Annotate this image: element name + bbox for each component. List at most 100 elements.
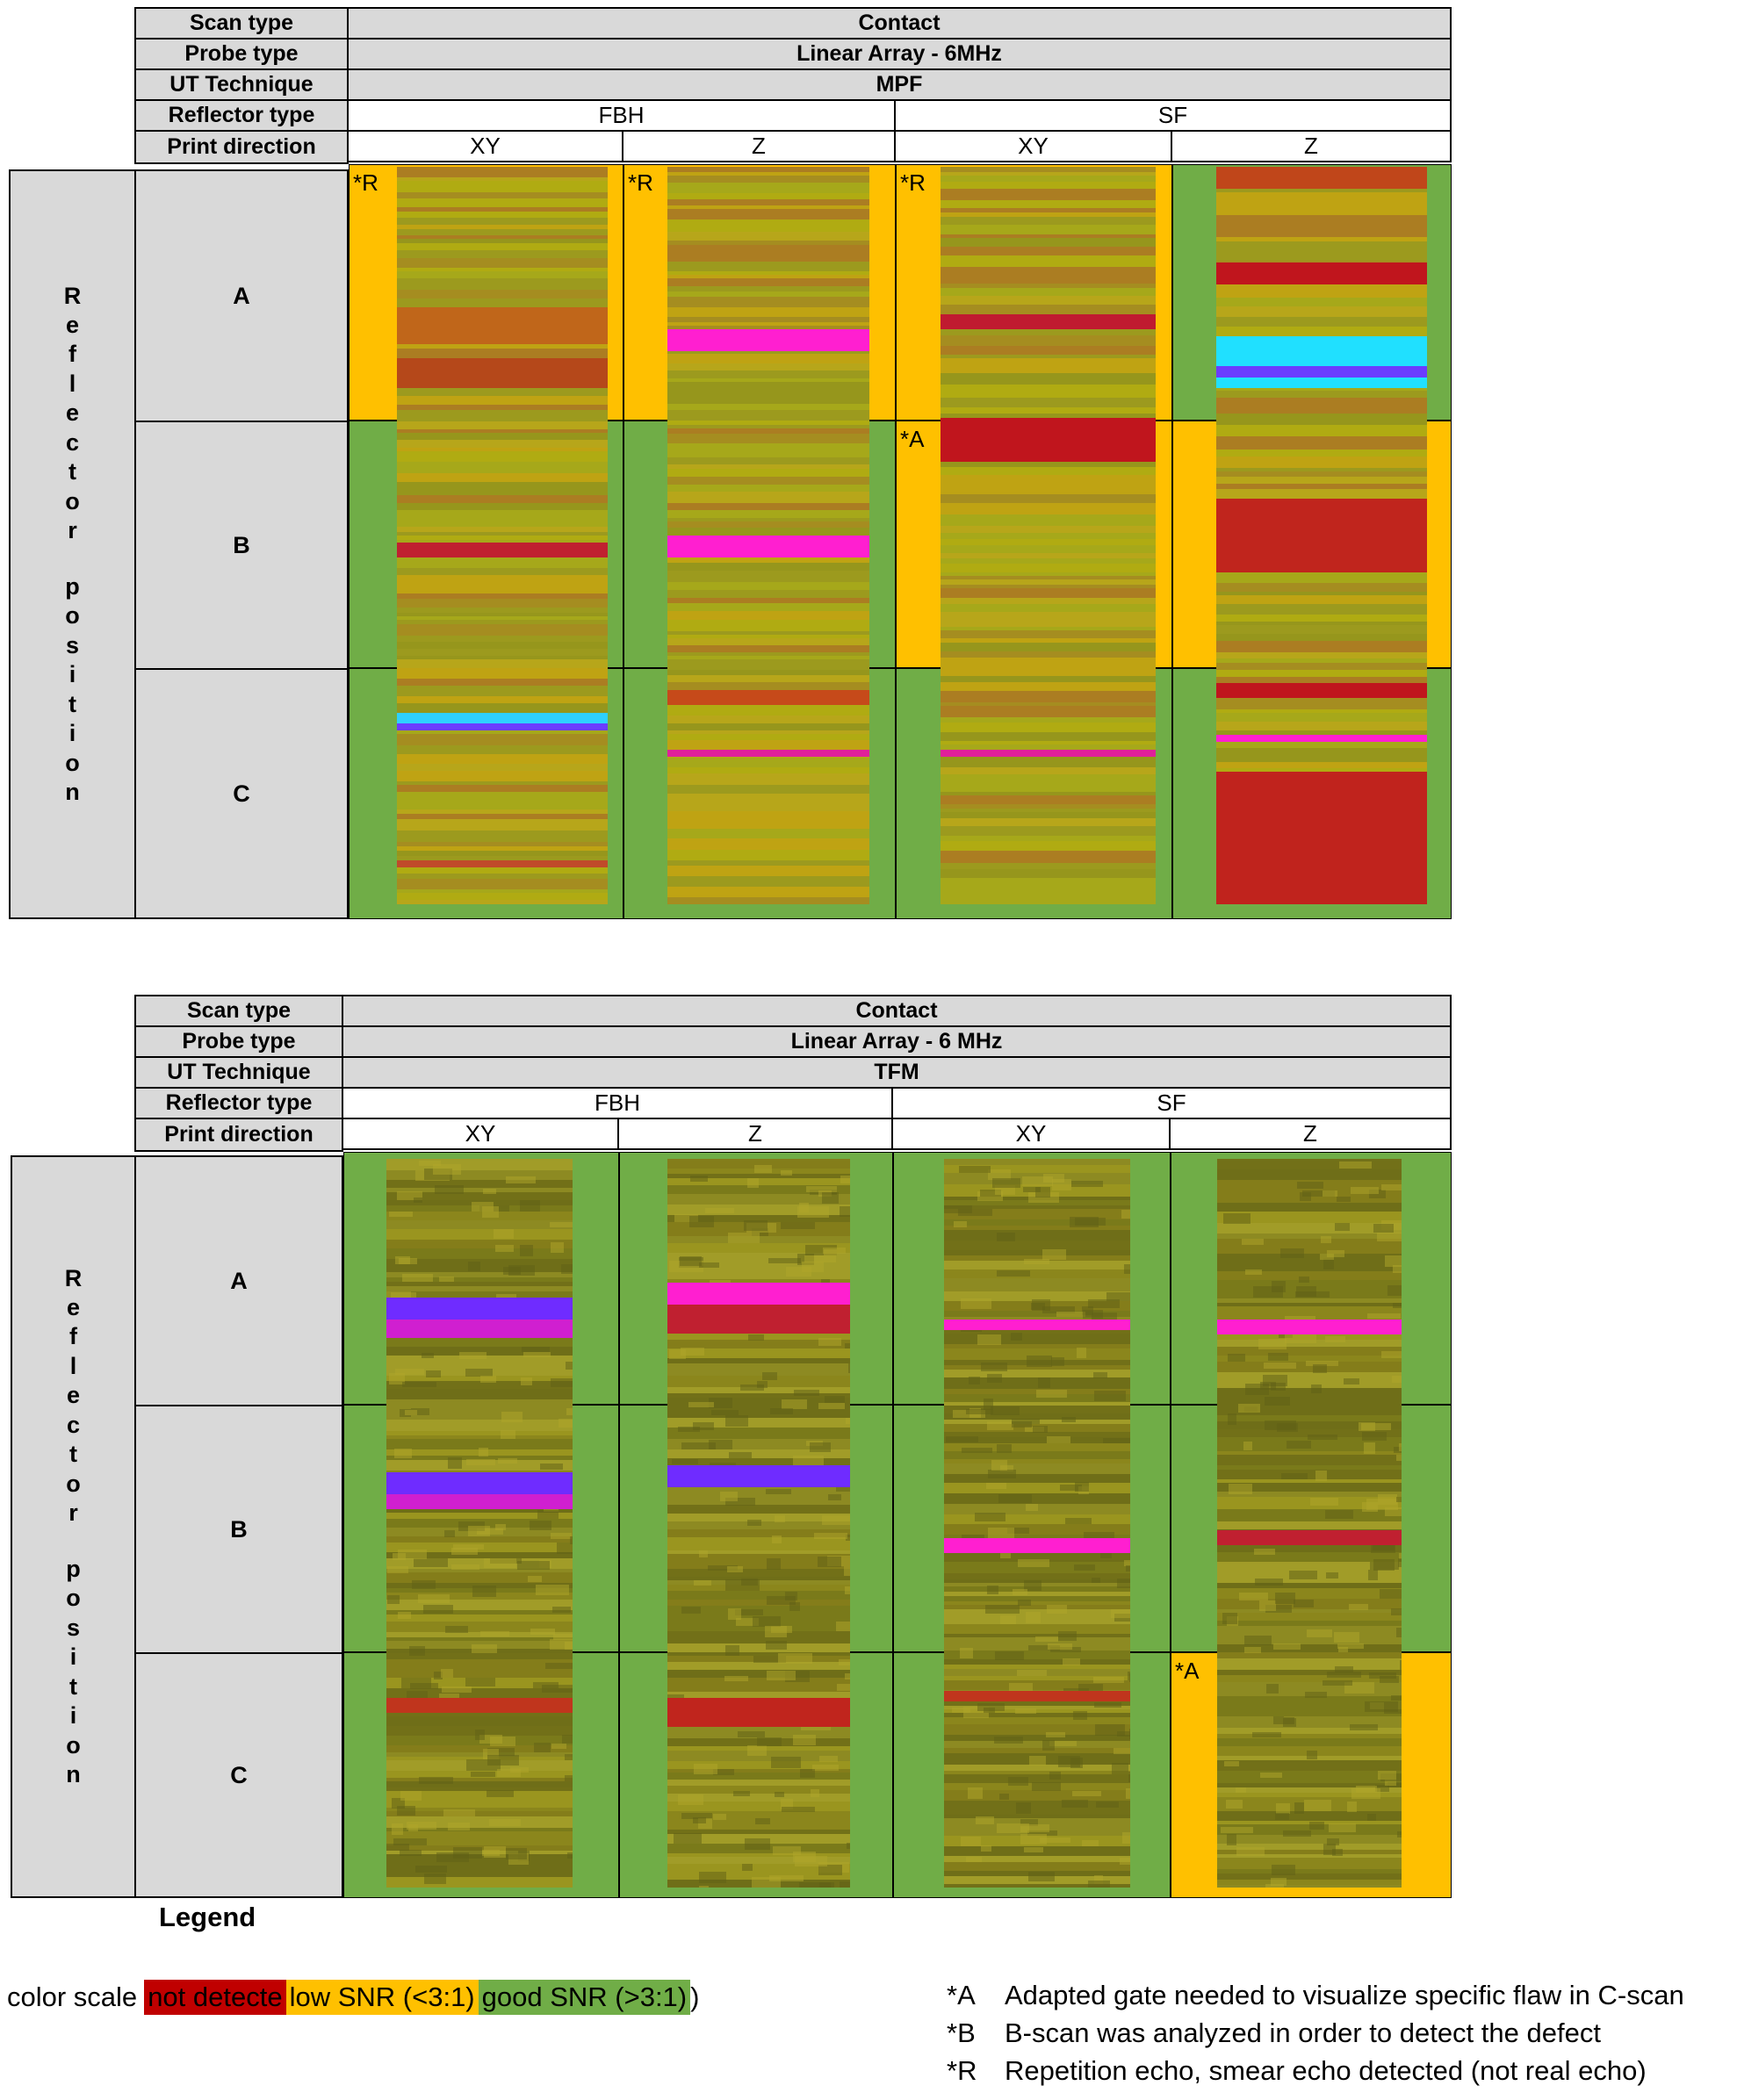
scan-indication-band	[667, 329, 869, 351]
scan-texture-speckle	[487, 1748, 515, 1756]
scan-texture-speckle	[999, 1794, 1009, 1800]
scan-texture-band	[397, 448, 608, 451]
scan-texture-speckle	[1281, 1473, 1308, 1479]
scan-texture-speckle	[1077, 1348, 1086, 1358]
scan-texture-speckle	[1022, 1176, 1053, 1186]
scan-texture-band	[397, 510, 608, 520]
scan-texture-speckle	[1397, 1831, 1430, 1838]
color-scale-prefix: color scale	[7, 1981, 138, 2012]
scan-texture-band	[667, 382, 869, 388]
scan-texture-speckle	[781, 1222, 815, 1229]
scan-texture-speckle	[818, 1338, 841, 1346]
scan-texture-speckle	[960, 1648, 973, 1658]
direction-fbh-z: Z	[619, 1118, 893, 1150]
scan-texture-band	[386, 1286, 573, 1291]
scan-texture-speckle	[728, 1608, 741, 1620]
scan-texture-band	[397, 703, 608, 713]
scan-texture-band	[941, 514, 1156, 526]
scan-texture-band	[944, 1659, 1130, 1665]
scan-texture-band	[386, 1248, 573, 1259]
scan-texture-band	[397, 167, 608, 177]
scan-texture-band	[1217, 1437, 1402, 1443]
side-letter: n	[66, 1761, 81, 1788]
scan-texture-speckle	[521, 1377, 532, 1385]
scan-texture-speckle	[1124, 1264, 1155, 1274]
scan-texture-band	[941, 494, 1156, 503]
scan-texture-band	[667, 723, 869, 730]
scan-texture-band	[941, 398, 1156, 407]
scan-texture-speckle	[503, 1267, 521, 1275]
scan-texture-band	[667, 428, 869, 434]
scan-texture-speckle	[1266, 1684, 1279, 1694]
scan-texture-band	[1216, 215, 1427, 220]
scan-texture-speckle	[1106, 1292, 1130, 1301]
scan-texture-band	[1216, 709, 1427, 713]
scan-texture-band	[941, 200, 1156, 208]
scan-texture-band	[941, 859, 1156, 863]
scan-texture-speckle	[1117, 1579, 1136, 1588]
scan-texture-speckle	[1011, 1333, 1022, 1341]
scan-texture-speckle	[975, 1513, 1005, 1521]
scan-indication-band	[397, 307, 608, 344]
scan-texture-speckle	[1396, 1628, 1413, 1637]
scan-texture-speckle	[475, 1730, 485, 1740]
scan-texture-band	[1216, 436, 1427, 440]
scan-texture-band	[941, 651, 1156, 658]
scan-texture-band	[944, 1856, 1130, 1862]
scan-texture-band	[944, 1370, 1130, 1377]
scan-texture-band	[944, 1394, 1130, 1402]
scan-texture-speckle	[1049, 1741, 1077, 1746]
scan-texture-band	[386, 1376, 573, 1381]
scan-texture-speckle	[769, 1875, 804, 1881]
scan-texture-band	[397, 278, 608, 290]
scan-texture-band	[941, 845, 1156, 851]
scan-texture-band	[944, 1250, 1130, 1255]
scan-texture-band	[944, 1443, 1130, 1451]
scan-texture-speckle	[542, 1685, 573, 1693]
scan-indication-band	[941, 750, 1156, 757]
scan-texture-band	[397, 893, 608, 900]
scan-texture-speckle	[944, 1205, 972, 1213]
scan-texture-band	[667, 1215, 850, 1222]
scan-texture-speckle	[1096, 1802, 1119, 1808]
scan-texture-speckle	[1259, 1600, 1276, 1611]
scan-texture-band	[1217, 1696, 1402, 1705]
scan-texture-speckle	[1338, 1647, 1348, 1652]
scan-texture-speckle	[1337, 1197, 1351, 1202]
scan-texture-band	[397, 440, 608, 448]
scan-texture-band	[667, 1853, 850, 1857]
scan-texture-band	[944, 1311, 1130, 1317]
scan-texture-band	[397, 410, 608, 421]
side-letter: p	[65, 572, 80, 600]
scan-texture-speckle	[966, 1409, 993, 1414]
scan-texture-speckle	[1373, 1224, 1394, 1233]
scan-texture-speckle	[1373, 1559, 1395, 1571]
scan-texture-speckle	[472, 1586, 496, 1597]
scan-texture-speckle	[1032, 1782, 1061, 1791]
scan-texture-band	[397, 686, 608, 696]
scan-texture-speckle	[1038, 1377, 1050, 1388]
scan-texture-band	[667, 1393, 850, 1398]
side-label-reflector-position: R e f l e c t o r p o s i t i o n	[9, 169, 136, 919]
scan-image	[944, 1159, 1155, 1894]
scan-texture-speckle	[818, 1865, 842, 1875]
scan-texture-band	[667, 521, 869, 528]
side-letter: e	[66, 1382, 81, 1409]
scan-texture-band	[386, 1536, 573, 1543]
scan-type-value: Contact	[349, 7, 1452, 40]
scan-texture-band	[1216, 634, 1427, 641]
scan-texture-speckle	[802, 1262, 824, 1272]
scan-texture-speckle	[1327, 1672, 1361, 1678]
scan-texture-speckle	[1297, 1182, 1323, 1189]
scan-texture-band	[397, 218, 608, 225]
scan-texture-band	[1217, 1298, 1402, 1303]
scan-texture-band	[944, 1344, 1130, 1348]
scan-texture-band	[1217, 1869, 1402, 1873]
scan-texture-speckle	[1120, 1858, 1145, 1865]
scan-texture-speckle	[725, 1415, 748, 1427]
scan-image-strip	[667, 1159, 876, 1895]
scan-texture-speckle	[1245, 1384, 1269, 1395]
scan-texture-speckle	[1075, 1482, 1089, 1492]
scan-texture-speckle	[434, 1672, 443, 1679]
scan-texture-speckle	[846, 1418, 862, 1424]
